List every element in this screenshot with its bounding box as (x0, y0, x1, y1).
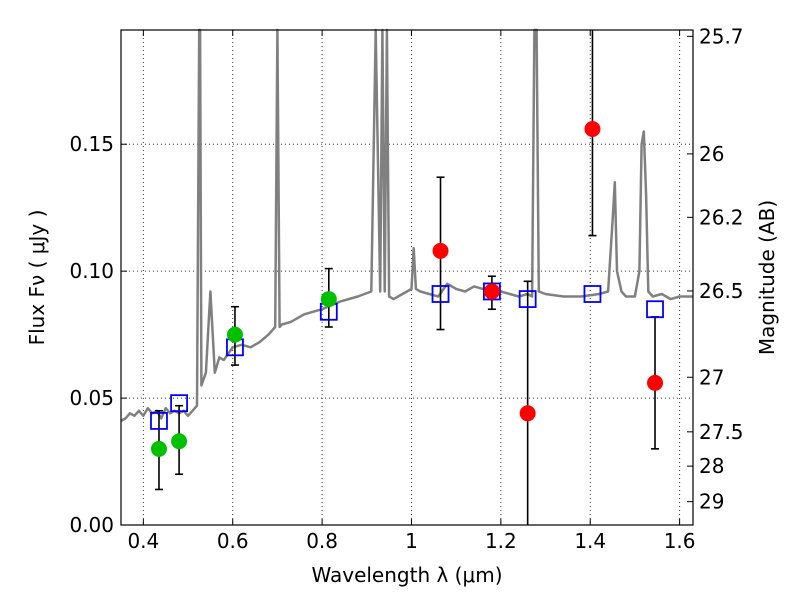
x-tick-label: 1.2 (485, 529, 517, 553)
model-photometry-square (431, 285, 450, 303)
y-tick-label: 0.10 (69, 259, 114, 283)
x-tick-label: 0.6 (217, 529, 249, 553)
right-tick-label: 29 (699, 490, 724, 514)
observation-point (150, 440, 167, 457)
right-tick-label: 27.5 (699, 420, 744, 444)
right-tick-label: 26 (699, 142, 724, 166)
y-axis-label: Flux Fν ( μJy ) (25, 210, 49, 346)
plot-frame (120, 29, 694, 526)
x-tick-label: 1 (405, 529, 418, 553)
observation-point (519, 405, 536, 422)
model-photometry-square (646, 300, 664, 319)
observation-point (432, 242, 449, 259)
x-axis-label: Wavelength λ (μm) (311, 563, 502, 587)
right-axis-label: Magnitude (AB) (755, 200, 779, 355)
right-tick-label: 27 (699, 365, 724, 389)
right-tick-label: 26.5 (699, 279, 744, 303)
observation-point (226, 326, 243, 343)
observation-markers (150, 121, 664, 457)
observation-point (647, 374, 664, 391)
y-tick-label: 0.15 (69, 132, 114, 156)
y-tick-label: 0.05 (69, 386, 114, 410)
right-tick-label: 25.7 (699, 24, 744, 48)
x-tick-label: 1.6 (664, 529, 696, 553)
y-tick-label: 0.00 (69, 513, 114, 537)
observation-point (320, 291, 337, 308)
observation-point (584, 121, 601, 137)
x-tick-label: 0.4 (127, 529, 159, 553)
model-photometry-square (150, 412, 168, 430)
model-photometry-square (170, 394, 188, 413)
observation-point (483, 283, 500, 300)
x-tick-label: 0.8 (306, 529, 338, 553)
model-photometry-markers (150, 282, 664, 430)
spectrum-layer (120, 28, 693, 422)
spectrum-line (120, 28, 693, 422)
grid-lines (121, 30, 693, 526)
right-tick-label: 26.2 (699, 205, 744, 229)
error-bars (154, 30, 660, 525)
model-photometry-square (583, 285, 602, 303)
observation-point (171, 433, 188, 450)
model-photometry-square (518, 290, 537, 308)
axis-ticks: 0.4 0.6 0.8 1 1.2 1.4 1.6 0.00 0.05 0.10 0.15 25.7 2… (69, 24, 743, 553)
right-tick-label: 28 (699, 454, 724, 478)
x-tick-label: 1.4 (574, 529, 606, 553)
